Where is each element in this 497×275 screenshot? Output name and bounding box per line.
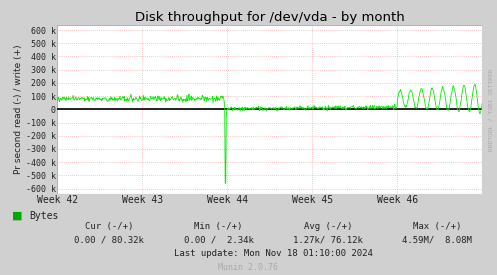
Text: 4.59M/  8.08M: 4.59M/ 8.08M: [403, 236, 472, 244]
Title: Disk throughput for /dev/vda - by month: Disk throughput for /dev/vda - by month: [135, 10, 405, 24]
Text: Min (-/+): Min (-/+): [194, 222, 243, 231]
Text: Munin 2.0.76: Munin 2.0.76: [219, 263, 278, 272]
Text: ■: ■: [12, 211, 23, 221]
Text: Bytes: Bytes: [29, 211, 58, 221]
Text: 0.00 /  2.34k: 0.00 / 2.34k: [184, 236, 253, 244]
Text: 0.00 / 80.32k: 0.00 / 80.32k: [75, 236, 144, 244]
Text: Max (-/+): Max (-/+): [413, 222, 462, 231]
Text: 1.27k/ 76.12k: 1.27k/ 76.12k: [293, 236, 363, 244]
Text: RRDTOOL / TOBI OETIKER: RRDTOOL / TOBI OETIKER: [489, 69, 494, 151]
Text: Avg (-/+): Avg (-/+): [304, 222, 352, 231]
Y-axis label: Pr second read (-) / write (+): Pr second read (-) / write (+): [14, 45, 23, 174]
Text: Last update: Mon Nov 18 01:10:00 2024: Last update: Mon Nov 18 01:10:00 2024: [174, 249, 373, 258]
Text: Cur (-/+): Cur (-/+): [85, 222, 134, 231]
